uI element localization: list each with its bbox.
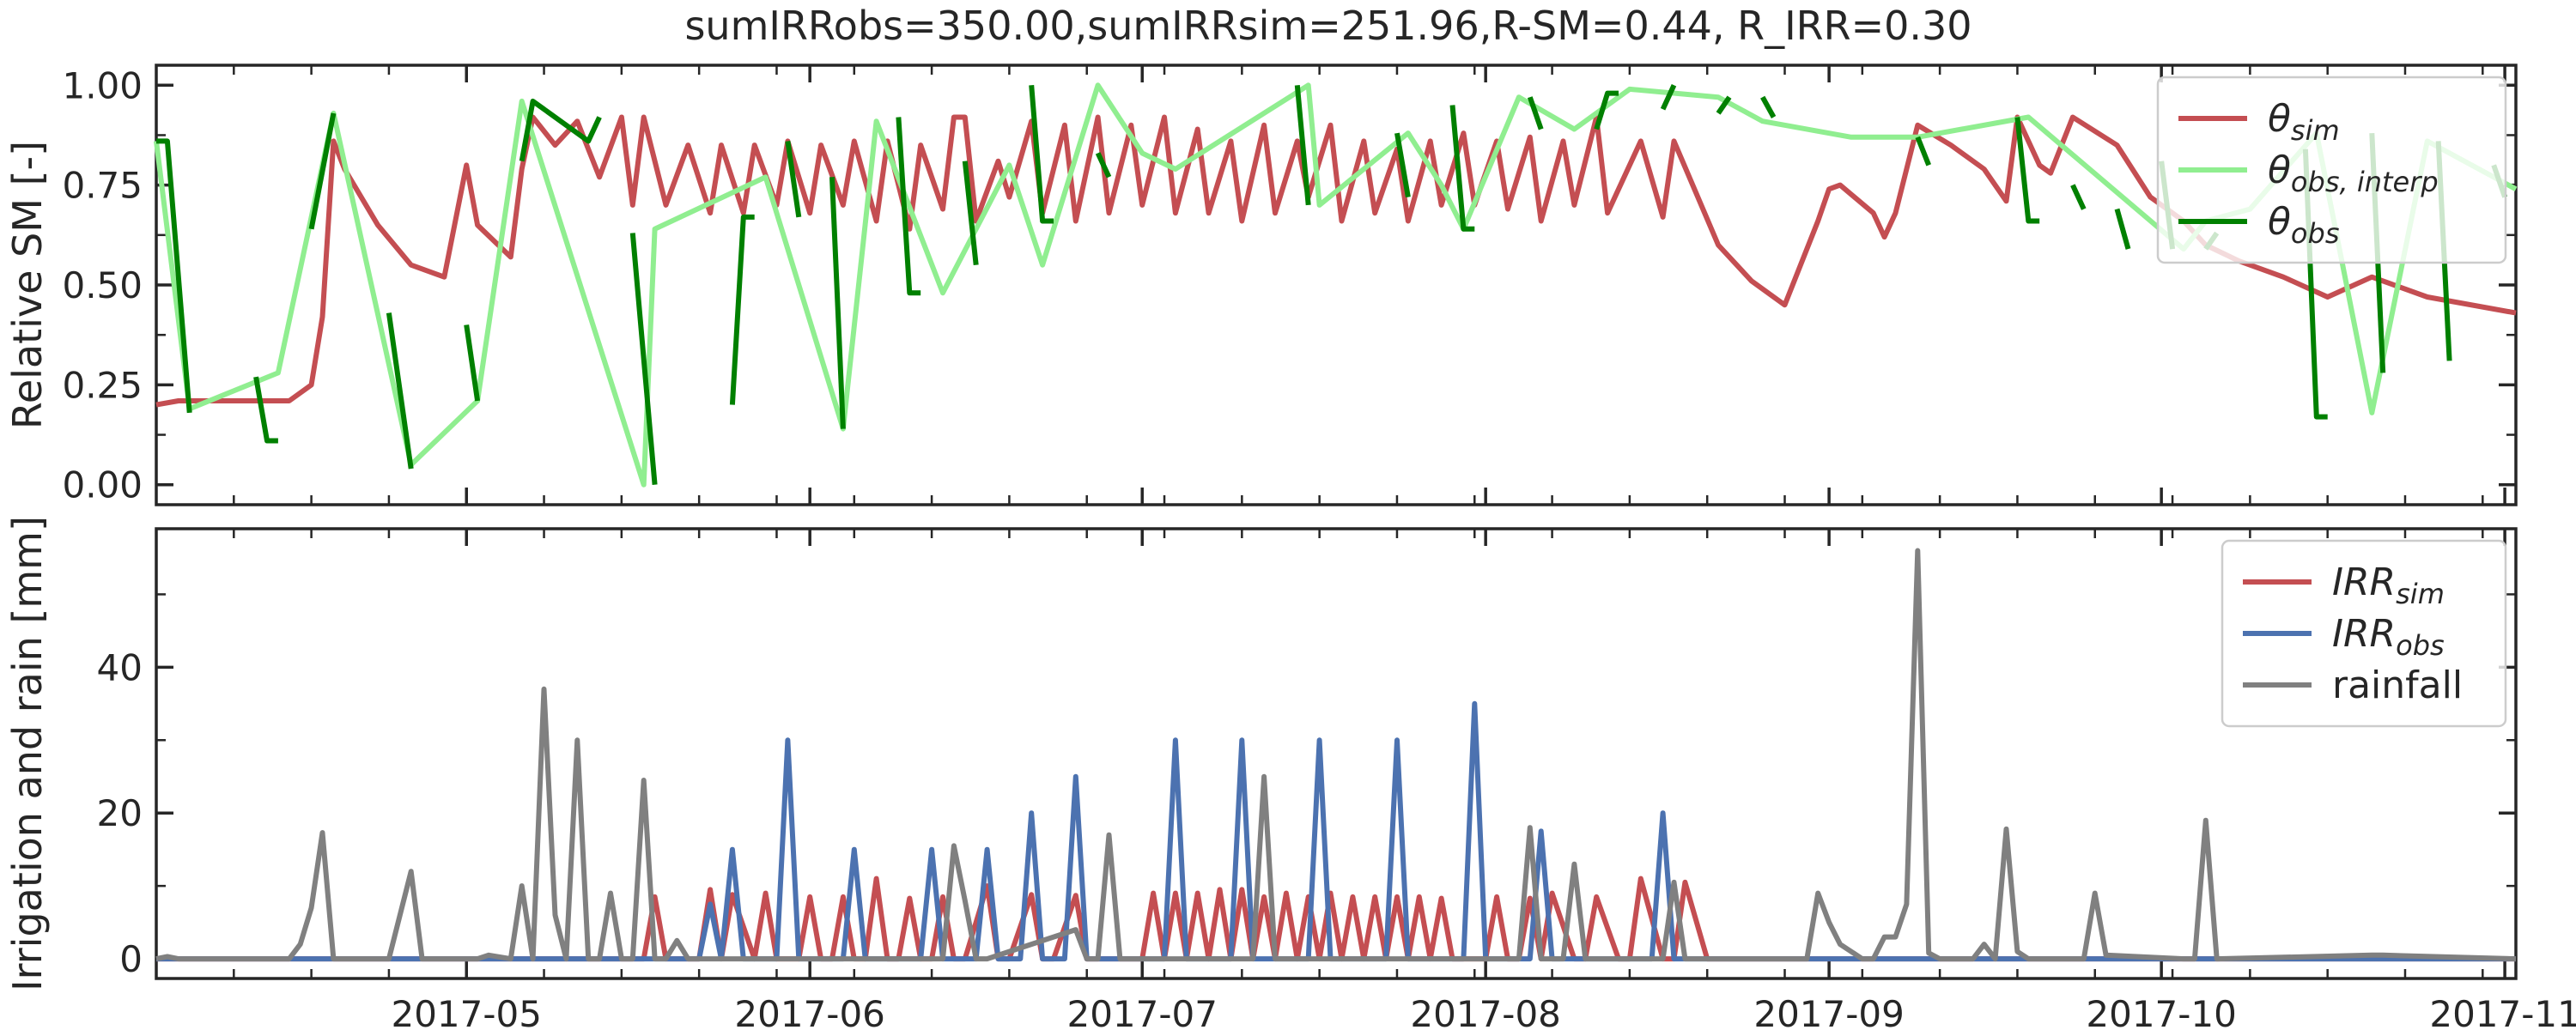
xtick-label: 2017-07 <box>1066 993 1218 1030</box>
sm-ytick-label: 0.25 <box>62 364 143 406</box>
series-line-theta_obs <box>1915 136 1931 167</box>
irrigation-ylabel: Irrigation and rain [mm] <box>4 516 51 991</box>
soil-moisture-ylabel: Relative SM [-] <box>4 141 51 429</box>
sm-ytick-label: 0.50 <box>62 264 143 306</box>
series-line-theta_obs <box>519 98 602 162</box>
irr-legend-box <box>2221 539 2507 728</box>
series-line-theta_obs <box>1760 95 1777 118</box>
xtick-label: 2017-10 <box>2086 993 2237 1030</box>
legend-label-rainfall: rainfall <box>2332 663 2463 707</box>
series-line-theta_obs <box>829 177 846 429</box>
irrigation-series <box>155 548 2517 962</box>
soil-moisture-ticks: 0.00 0.25 0.50 0.75 1.00 <box>62 64 2516 506</box>
sm-ytick-label: 0.75 <box>62 165 143 207</box>
series-line-theta_obs <box>2070 184 2087 210</box>
series-line-rainfall <box>155 548 2517 962</box>
series-line-theta_obs <box>156 138 192 414</box>
series-line-theta_obs <box>1716 95 1732 115</box>
series-line-theta_obs <box>1527 96 1544 130</box>
irr-ytick-label: 40 <box>97 646 143 688</box>
series-line-theta_obs <box>308 112 337 230</box>
xtick-label: 2017-08 <box>1410 993 1561 1030</box>
series-line-theta_obs <box>896 117 921 296</box>
series-line-theta_obs <box>1029 85 1054 224</box>
irrigation-panel: 0 20 40 2017-05 2017-06 2017-07 2017-08 2017-09… <box>4 516 2576 1030</box>
series-line-theta_obs <box>1095 152 1112 179</box>
xtick-label: 2017-05 <box>391 993 542 1030</box>
series-line-theta_obs <box>1449 105 1475 232</box>
xtick-label: 2017-11 <box>2429 993 2576 1030</box>
series-line-irr_obs <box>156 700 2516 962</box>
series-line-theta_obs <box>629 233 658 485</box>
series-line-theta_obs <box>1594 90 1619 130</box>
series-line-theta_obs <box>386 312 414 470</box>
legend-label-theta_sim: θsim <box>2268 97 2340 147</box>
irrigation-plot-frame <box>155 527 2518 980</box>
series-line-theta_obs <box>1294 85 1311 206</box>
irr-ytick-label: 20 <box>97 792 143 834</box>
series-line-theta_obs <box>1660 84 1677 111</box>
series-line-theta_obs <box>2014 117 2040 224</box>
chart-title: sumIRRobs=350.00,sumIRRsim=251.96,R-SM=0… <box>684 3 1971 49</box>
legend-label-irr_obs: IRRobs <box>2332 612 2445 662</box>
series-line-theta_obs <box>962 161 979 266</box>
series-line-theta_sim <box>155 114 2517 408</box>
sm-legend-box <box>2156 76 2507 264</box>
series-line-theta_obs <box>1394 132 1411 198</box>
series-line-theta_obs <box>785 140 802 218</box>
sm-ytick-label: 1.00 <box>62 64 143 106</box>
irrigation-ticks: 0 20 40 2017-05 2017-06 2017-07 2017-08 2017-09… <box>97 529 2576 1030</box>
series-line-theta_obs <box>253 376 278 444</box>
series-line-theta_obs <box>464 324 481 402</box>
soil-moisture-panel: 0.00 0.25 0.50 0.75 1.00 Relative SM [-] θsi… <box>4 64 2518 506</box>
xtick-label: 2017-06 <box>734 993 885 1030</box>
series-line-theta_obs <box>2114 208 2131 250</box>
series-line-theta_obs <box>729 214 755 405</box>
sm-ytick-label: 0.00 <box>62 464 143 506</box>
xtick-label: 2017-09 <box>1753 993 1905 1030</box>
irr-ytick-label: 0 <box>119 938 143 980</box>
